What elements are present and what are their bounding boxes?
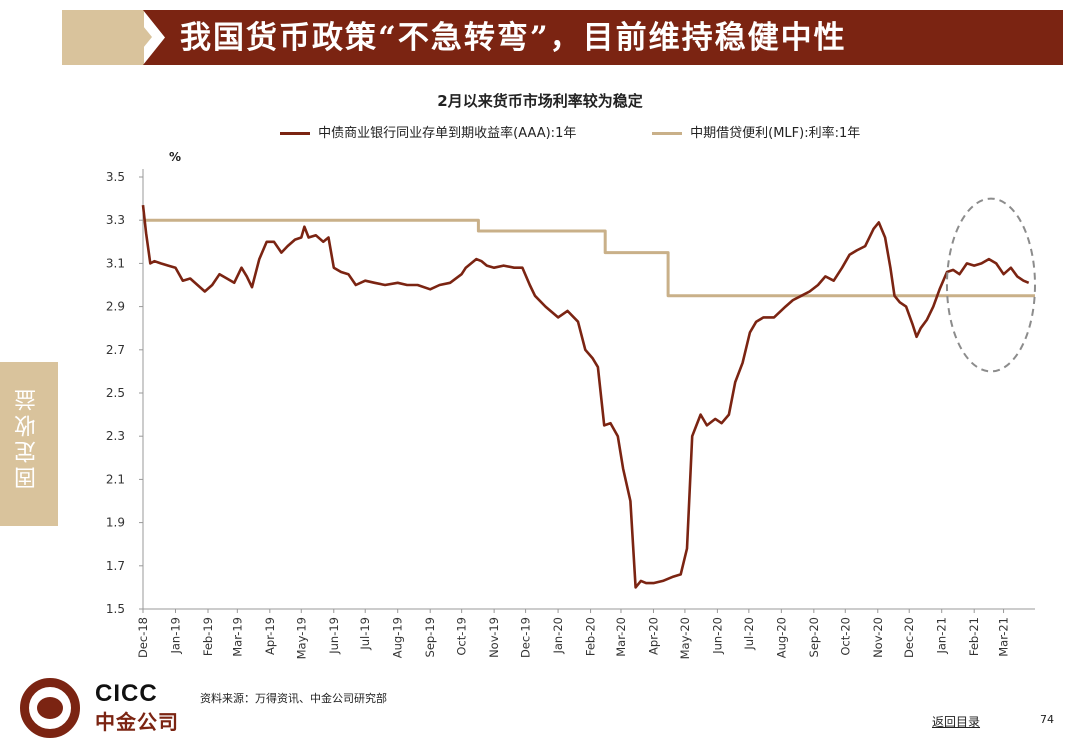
- x-tick-label: Mar-21: [997, 617, 1011, 657]
- x-tick-label: Sep-19: [423, 617, 437, 657]
- x-tick-label: Jan-21: [935, 617, 949, 655]
- series-line-cd: [141, 204, 1030, 589]
- x-tick-label: Jul-19: [358, 617, 372, 651]
- y-tick-label: 2.1: [106, 472, 125, 486]
- x-tick-label: Feb-21: [967, 617, 981, 656]
- y-tick-label: 3.3: [106, 213, 125, 227]
- legend-label-mlf: 中期借贷便利(MLF):利率:1年: [690, 126, 861, 141]
- x-tick-label: May-20: [678, 617, 692, 659]
- y-tick-label: 2.3: [106, 429, 125, 443]
- x-tick-label: Jan-19: [168, 617, 182, 655]
- page-number: 74: [1040, 713, 1054, 726]
- legend-swatch-cd: [280, 132, 310, 135]
- logo-text-en: CICC: [95, 680, 158, 707]
- x-tick-label: Aug-20: [774, 617, 788, 658]
- banner-tab-arrow: [130, 10, 152, 64]
- x-tick-label: Jul-20: [742, 617, 756, 651]
- series-line-mlf: [143, 218, 1035, 298]
- source-note: 资料来源：万得资讯、中金公司研究部: [200, 692, 387, 705]
- x-tick-label: Dec-18: [136, 617, 150, 658]
- x-tick-label: Feb-19: [201, 617, 215, 656]
- x-tick-label: Jun-20: [710, 617, 724, 655]
- x-tick-label: Oct-20: [838, 617, 852, 656]
- x-tick-label: Dec-20: [902, 617, 916, 658]
- y-tick-label: 1.9: [106, 516, 125, 530]
- x-tick-label: Nov-20: [871, 617, 885, 658]
- back-to-contents-link[interactable]: 返回目录: [932, 715, 981, 729]
- title-banner: [143, 10, 1063, 65]
- y-tick-label: 2.5: [106, 386, 125, 400]
- legend-item-cd: 中债商业银行同业存单到期收益率(AAA):1年: [280, 122, 576, 141]
- x-tick-label: Sep-20: [807, 617, 821, 657]
- y-tick-label: 1.5: [106, 602, 125, 616]
- x-tick-label: Feb-20: [584, 617, 598, 656]
- x-tick-label: Jan-20: [551, 617, 565, 655]
- x-tick-label: Apr-20: [646, 617, 660, 655]
- x-tick-label: Nov-19: [487, 617, 501, 658]
- chart-title: 2月以来货币市场利率较为稳定: [437, 92, 643, 110]
- x-tick-label: Apr-19: [263, 617, 277, 655]
- y-tick-label: 3.1: [106, 256, 125, 270]
- y-tick-label: 2.9: [106, 300, 125, 314]
- section-tab[interactable]: [0, 362, 58, 526]
- x-tick-label: Mar-19: [230, 617, 244, 657]
- legend-label-cd: 中债商业银行同业存单到期收益率(AAA):1年: [318, 126, 577, 141]
- y-tick-label: 1.7: [106, 559, 125, 573]
- x-tick-label: Mar-20: [614, 617, 628, 657]
- x-tick-label: Oct-19: [455, 617, 469, 656]
- x-tick-label: May-19: [294, 617, 308, 659]
- x-tick-label: Aug-19: [391, 617, 405, 658]
- cicc-logo-center: [37, 697, 63, 719]
- y-axis-unit: %: [169, 150, 181, 164]
- logo-text-cn: 中金公司: [95, 710, 179, 734]
- highlight-ellipse: [945, 197, 1037, 373]
- page-title: 我国货币政策“不急转弯”，目前维持稳健中性: [180, 20, 847, 56]
- y-tick-label: 3.5: [106, 170, 125, 184]
- cicc-logo-icon: [20, 678, 80, 738]
- y-tick-label: 2.7: [106, 343, 125, 357]
- legend-item-mlf: 中期借贷便利(MLF):利率:1年: [652, 122, 860, 141]
- x-tick-label: Dec-19: [519, 617, 533, 658]
- legend-swatch-mlf: [652, 132, 682, 135]
- x-tick-label: Jun-19: [327, 617, 341, 655]
